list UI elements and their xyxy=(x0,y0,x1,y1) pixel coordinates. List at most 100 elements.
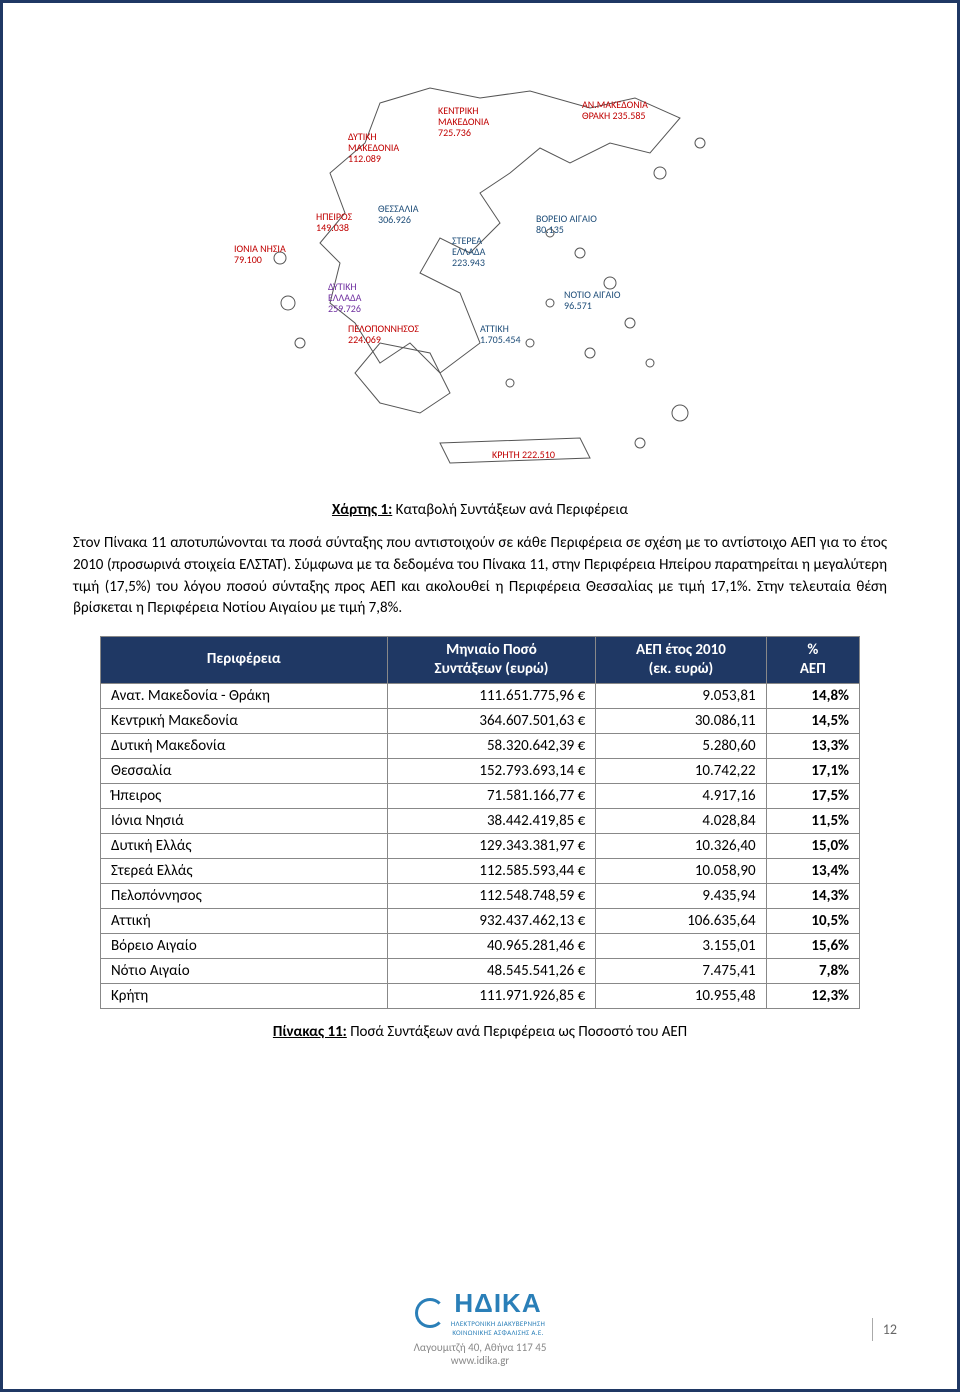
col-pct: %ΑΕΠ xyxy=(766,637,859,684)
cell-amount: 932.437.462,13 € xyxy=(387,908,596,933)
map-caption: Χάρτης 1: Καταβολή Συντάξεων ανά Περιφέρ… xyxy=(73,501,887,519)
brand-sub2: ΚΟΙΝΩΝΙΚΗΣ ΑΣΦΑΛΙΣΗΣ Α.Ε. xyxy=(451,1328,545,1337)
map-label-crete: ΚΡΗΤΗ 222.510 xyxy=(492,449,555,460)
cell-name: Αττική xyxy=(101,908,388,933)
table-row: Ήπειρος71.581.166,77 €4.917,1617,5% xyxy=(101,783,860,808)
cell-pct: 14,8% xyxy=(766,683,859,708)
cell-pct: 17,1% xyxy=(766,758,859,783)
cell-pct: 15,6% xyxy=(766,933,859,958)
cell-amount: 111.971.926,85 € xyxy=(387,983,596,1008)
cell-name: Ανατ. Μακεδονία - Θράκη xyxy=(101,683,388,708)
col-amount: Μηνιαίο ΠοσόΣυντάξεων (ευρώ) xyxy=(387,637,596,684)
cell-name: Δυτική Ελλάς xyxy=(101,833,388,858)
cell-gdp: 106.635,64 xyxy=(596,908,766,933)
col-region: Περιφέρεια xyxy=(101,637,388,684)
cell-gdp: 3.155,01 xyxy=(596,933,766,958)
cell-pct: 7,8% xyxy=(766,958,859,983)
table-row: Κεντρική Μακεδονία364.607.501,63 €30.086… xyxy=(101,708,860,733)
cell-amount: 48.545.541,26 € xyxy=(387,958,596,983)
table-row: Αττική932.437.462,13 €106.635,6410,5% xyxy=(101,908,860,933)
caption1-prefix: Χάρτης 1: xyxy=(332,501,392,519)
cell-pct: 17,5% xyxy=(766,783,859,808)
cell-name: Κεντρική Μακεδονία xyxy=(101,708,388,733)
cell-pct: 12,3% xyxy=(766,983,859,1008)
cell-amount: 112.585.593,44 € xyxy=(387,858,596,883)
map-label-amthr: ΑΝ.ΜΑΚΕΔΟΝΙΑΘΡΑΚΗ 235.585 xyxy=(582,99,648,121)
table-row: Στερεά Ελλάς112.585.593,44 €10.058,9013,… xyxy=(101,858,860,883)
map-label-cmac: ΚΕΝΤΡΙΚΗΜΑΚΕΔΟΝΙΑ725.736 xyxy=(438,105,489,138)
table-row: Βόρειο Αιγαίο40.965.281,46 €3.155,0115,6… xyxy=(101,933,860,958)
cell-amount: 112.548.748,59 € xyxy=(387,883,596,908)
table-row: Πελοπόννησος112.548.748,59 €9.435,9414,3… xyxy=(101,883,860,908)
table-row: Νότιο Αιγαίο48.545.541,26 €7.475,417,8% xyxy=(101,958,860,983)
cell-amount: 364.607.501,63 € xyxy=(387,708,596,733)
cell-pct: 11,5% xyxy=(766,808,859,833)
caption1-text: Καταβολή Συντάξεων ανά Περιφέρεια xyxy=(392,501,628,519)
cell-gdp: 4.917,16 xyxy=(596,783,766,808)
caption2-prefix: Πίνακας 11: xyxy=(273,1023,347,1041)
caption2-text: Ποσά Συντάξεων ανά Περιφέρεια ως Ποσοστό… xyxy=(347,1023,687,1041)
cell-gdp: 30.086,11 xyxy=(596,708,766,733)
cell-pct: 13,3% xyxy=(766,733,859,758)
page-number: 12 xyxy=(872,1318,907,1341)
map-label-dmac: ΔΥΤΙΚΗΜΑΚΕΔΟΝΙΑ112.089 xyxy=(348,131,399,164)
table-caption: Πίνακας 11: Ποσά Συντάξεων ανά Περιφέρει… xyxy=(73,1023,887,1041)
cell-pct: 13,4% xyxy=(766,858,859,883)
cell-name: Ιόνια Νησιά xyxy=(101,808,388,833)
table-row: Ανατ. Μακεδονία - Θράκη111.651.775,96 €9… xyxy=(101,683,860,708)
cell-name: Νότιο Αιγαίο xyxy=(101,958,388,983)
page-footer: ΗΔΙΚΑ ΗΛΕΚΤΡΟΝΙΚΗ ΔΙΑΚΥΒΕΡΝΗΣΗ ΚΟΙΝΩΝΙΚΗ… xyxy=(3,1288,957,1367)
cell-amount: 111.651.775,96 € xyxy=(387,683,596,708)
table-row: Δυτική Μακεδονία58.320.642,39 €5.280,601… xyxy=(101,733,860,758)
footer-address: Λαγουμιτζή 40, Αθήνα 117 45 xyxy=(3,1341,957,1354)
cell-name: Στερεά Ελλάς xyxy=(101,858,388,883)
map-label-epirus: ΗΠΕΙΡΟΣ149.038 xyxy=(316,211,352,233)
table-row: Δυτική Ελλάς129.343.381,97 €10.326,4015,… xyxy=(101,833,860,858)
map-label-dellas: ΔΥΤΙΚΗΕΛΛΑΔΑ259.726 xyxy=(328,281,361,314)
cell-name: Κρήτη xyxy=(101,983,388,1008)
brand-name: ΗΔΙΚΑ xyxy=(451,1288,545,1319)
cell-pct: 14,5% xyxy=(766,708,859,733)
map-label-sterea: ΣΤΕΡΕΑΕΛΛΑΔΑ223.943 xyxy=(452,235,485,268)
page: ΙΟΝΙΑ ΝΗΣΙΑ79.100 ΗΠΕΙΡΟΣ149.038 ΔΥΤΙΚΗΜΑΚ… xyxy=(0,0,960,1392)
cell-name: Βόρειο Αιγαίο xyxy=(101,933,388,958)
cell-pct: 14,3% xyxy=(766,883,859,908)
map-label-vaig: ΒΟΡΕΙΟ ΑΙΓΑΙΟ80.135 xyxy=(536,213,597,235)
cell-amount: 58.320.642,39 € xyxy=(387,733,596,758)
cell-name: Δυτική Μακεδονία xyxy=(101,733,388,758)
cell-pct: 10,5% xyxy=(766,908,859,933)
cell-amount: 71.581.166,77 € xyxy=(387,783,596,808)
map-label-pelop: ΠΕΛΟΠΟΝΝΗΣΟΣ224.069 xyxy=(348,323,419,345)
map-label-thess: ΘΕΣΣΑΛΙΑ306.926 xyxy=(378,203,419,225)
map-label-ionia: ΙΟΝΙΑ ΝΗΣΙΑ79.100 xyxy=(234,243,286,265)
cell-gdp: 4.028,84 xyxy=(596,808,766,833)
cell-amount: 152.793.693,14 € xyxy=(387,758,596,783)
cell-name: Πελοπόννησος xyxy=(101,883,388,908)
col-gdp: ΑΕΠ έτος 2010(εκ. ευρώ) xyxy=(596,637,766,684)
cell-gdp: 9.435,94 xyxy=(596,883,766,908)
cell-amount: 40.965.281,46 € xyxy=(387,933,596,958)
cell-gdp: 9.053,81 xyxy=(596,683,766,708)
cell-amount: 38.442.419,85 € xyxy=(387,808,596,833)
cell-name: Θεσσαλία xyxy=(101,758,388,783)
table-row: Θεσσαλία152.793.693,14 €10.742,2217,1% xyxy=(101,758,860,783)
region-table: Περιφέρεια Μηνιαίο ΠοσόΣυντάξεων (ευρώ) … xyxy=(100,636,860,1009)
map-label-naig: ΝΟΤΙΟ ΑΙΓΑΙΟ96.571 xyxy=(564,289,620,311)
cell-amount: 129.343.381,97 € xyxy=(387,833,596,858)
cell-name: Ήπειρος xyxy=(101,783,388,808)
cell-gdp: 10.742,22 xyxy=(596,758,766,783)
footer-url: www.idika.gr xyxy=(3,1354,957,1367)
logo-icon xyxy=(415,1298,445,1328)
cell-gdp: 5.280,60 xyxy=(596,733,766,758)
greece-map: ΙΟΝΙΑ ΝΗΣΙΑ79.100 ΗΠΕΙΡΟΣ149.038 ΔΥΤΙΚΗΜΑΚ… xyxy=(180,43,780,483)
map-label-attiki: ΑΤΤΙΚΗ1.705.454 xyxy=(480,323,521,345)
cell-gdp: 10.955,48 xyxy=(596,983,766,1008)
cell-gdp: 10.058,90 xyxy=(596,858,766,883)
cell-gdp: 7.475,41 xyxy=(596,958,766,983)
table-row: Κρήτη111.971.926,85 €10.955,4812,3% xyxy=(101,983,860,1008)
cell-gdp: 10.326,40 xyxy=(596,833,766,858)
brand-sub1: ΗΛΕΚΤΡΟΝΙΚΗ ΔΙΑΚΥΒΕΡΝΗΣΗ xyxy=(451,1319,545,1328)
table-row: Ιόνια Νησιά38.442.419,85 €4.028,8411,5% xyxy=(101,808,860,833)
cell-pct: 15,0% xyxy=(766,833,859,858)
body-paragraph: Στον Πίνακα 11 αποτυπώνονται τα ποσά σύν… xyxy=(73,533,887,620)
